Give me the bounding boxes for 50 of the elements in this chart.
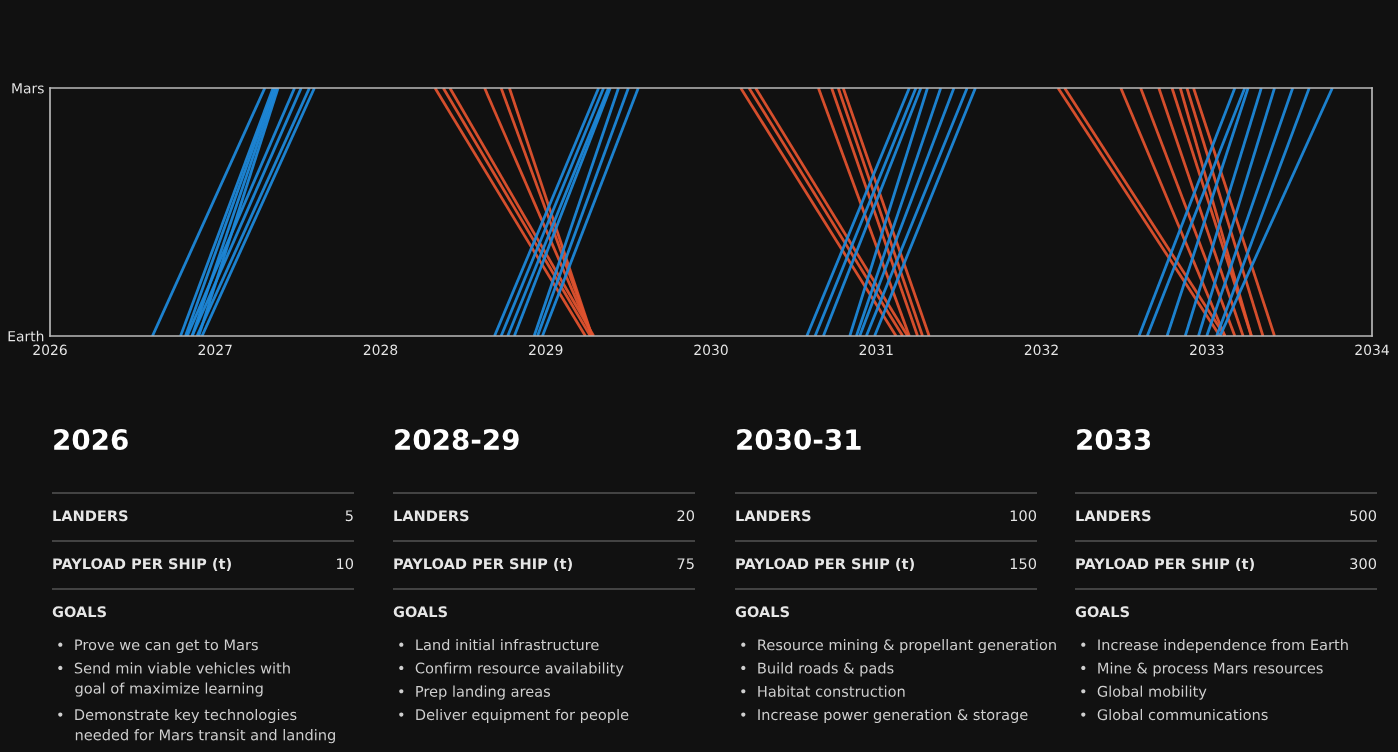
text: • Global mobility	[1081, 685, 1207, 700]
text: 2028-29	[395, 429, 519, 451]
text: 75	[677, 558, 694, 570]
text: GOALS	[52, 606, 106, 618]
text: • Prep landing areas	[399, 685, 551, 700]
text: LANDERS	[53, 510, 128, 522]
text: GOALS	[393, 606, 447, 618]
x-tick-label: 2028	[363, 344, 398, 356]
text: LANDERS	[736, 510, 811, 522]
text: 150	[1010, 558, 1037, 570]
text: • Send min viable vehicles with goal of maximize learning	[58, 662, 290, 697]
text: • Increase power generation & storage	[741, 708, 1028, 724]
category-label: Mars	[12, 83, 44, 94]
x-tick-label: 2034	[1355, 344, 1389, 356]
text: • Global communications	[1081, 708, 1268, 721]
x-tick-label: 2029	[529, 344, 563, 356]
text: PAYLOAD PER SHIP (t)	[1076, 557, 1254, 571]
category-label: Earth	[8, 330, 44, 342]
x-tick-label: 2033	[1190, 344, 1224, 356]
text: • Demonstrate key technologies needed for Mars transit and landing	[58, 708, 335, 744]
text: GOALS	[735, 606, 789, 618]
text: • Increase independence from Earth	[1081, 639, 1348, 654]
text: 2033	[1077, 429, 1151, 451]
text: LANDERS	[1076, 510, 1151, 522]
text: PAYLOAD PER SHIP (t)	[53, 557, 231, 571]
x-tick-label: 2030	[694, 344, 728, 356]
text: 100	[1010, 510, 1037, 522]
text: • Confirm resource availability	[399, 662, 624, 677]
text: 5	[345, 510, 353, 522]
text: 2026	[54, 429, 128, 451]
text: 2030-31	[737, 429, 861, 451]
text: 10	[337, 558, 354, 570]
text: • Deliver equipment for people	[399, 708, 629, 724]
text: • Prove we can get to Mars	[58, 639, 258, 654]
text: PAYLOAD PER SHIP (t)	[394, 557, 572, 571]
x-tick-label: 2032	[1024, 344, 1058, 356]
text: • Habitat construction	[741, 685, 905, 697]
text: • Land initial infrastructure	[399, 639, 599, 651]
text: • Build roads & pads	[741, 662, 894, 677]
text: LANDERS	[394, 510, 469, 522]
text: 500	[1350, 510, 1377, 522]
x-tick-label: 2031	[859, 344, 893, 356]
text: • Mine & process Mars resources	[1081, 662, 1323, 677]
text: GOALS	[1075, 606, 1129, 618]
x-tick-label: 2026	[33, 344, 67, 356]
text: PAYLOAD PER SHIP (t)	[736, 557, 914, 571]
text: 300	[1350, 558, 1377, 570]
x-tick-label: 2027	[198, 344, 232, 356]
text: 20	[677, 510, 695, 522]
text: • Resource mining & propellant generation	[741, 639, 1056, 654]
